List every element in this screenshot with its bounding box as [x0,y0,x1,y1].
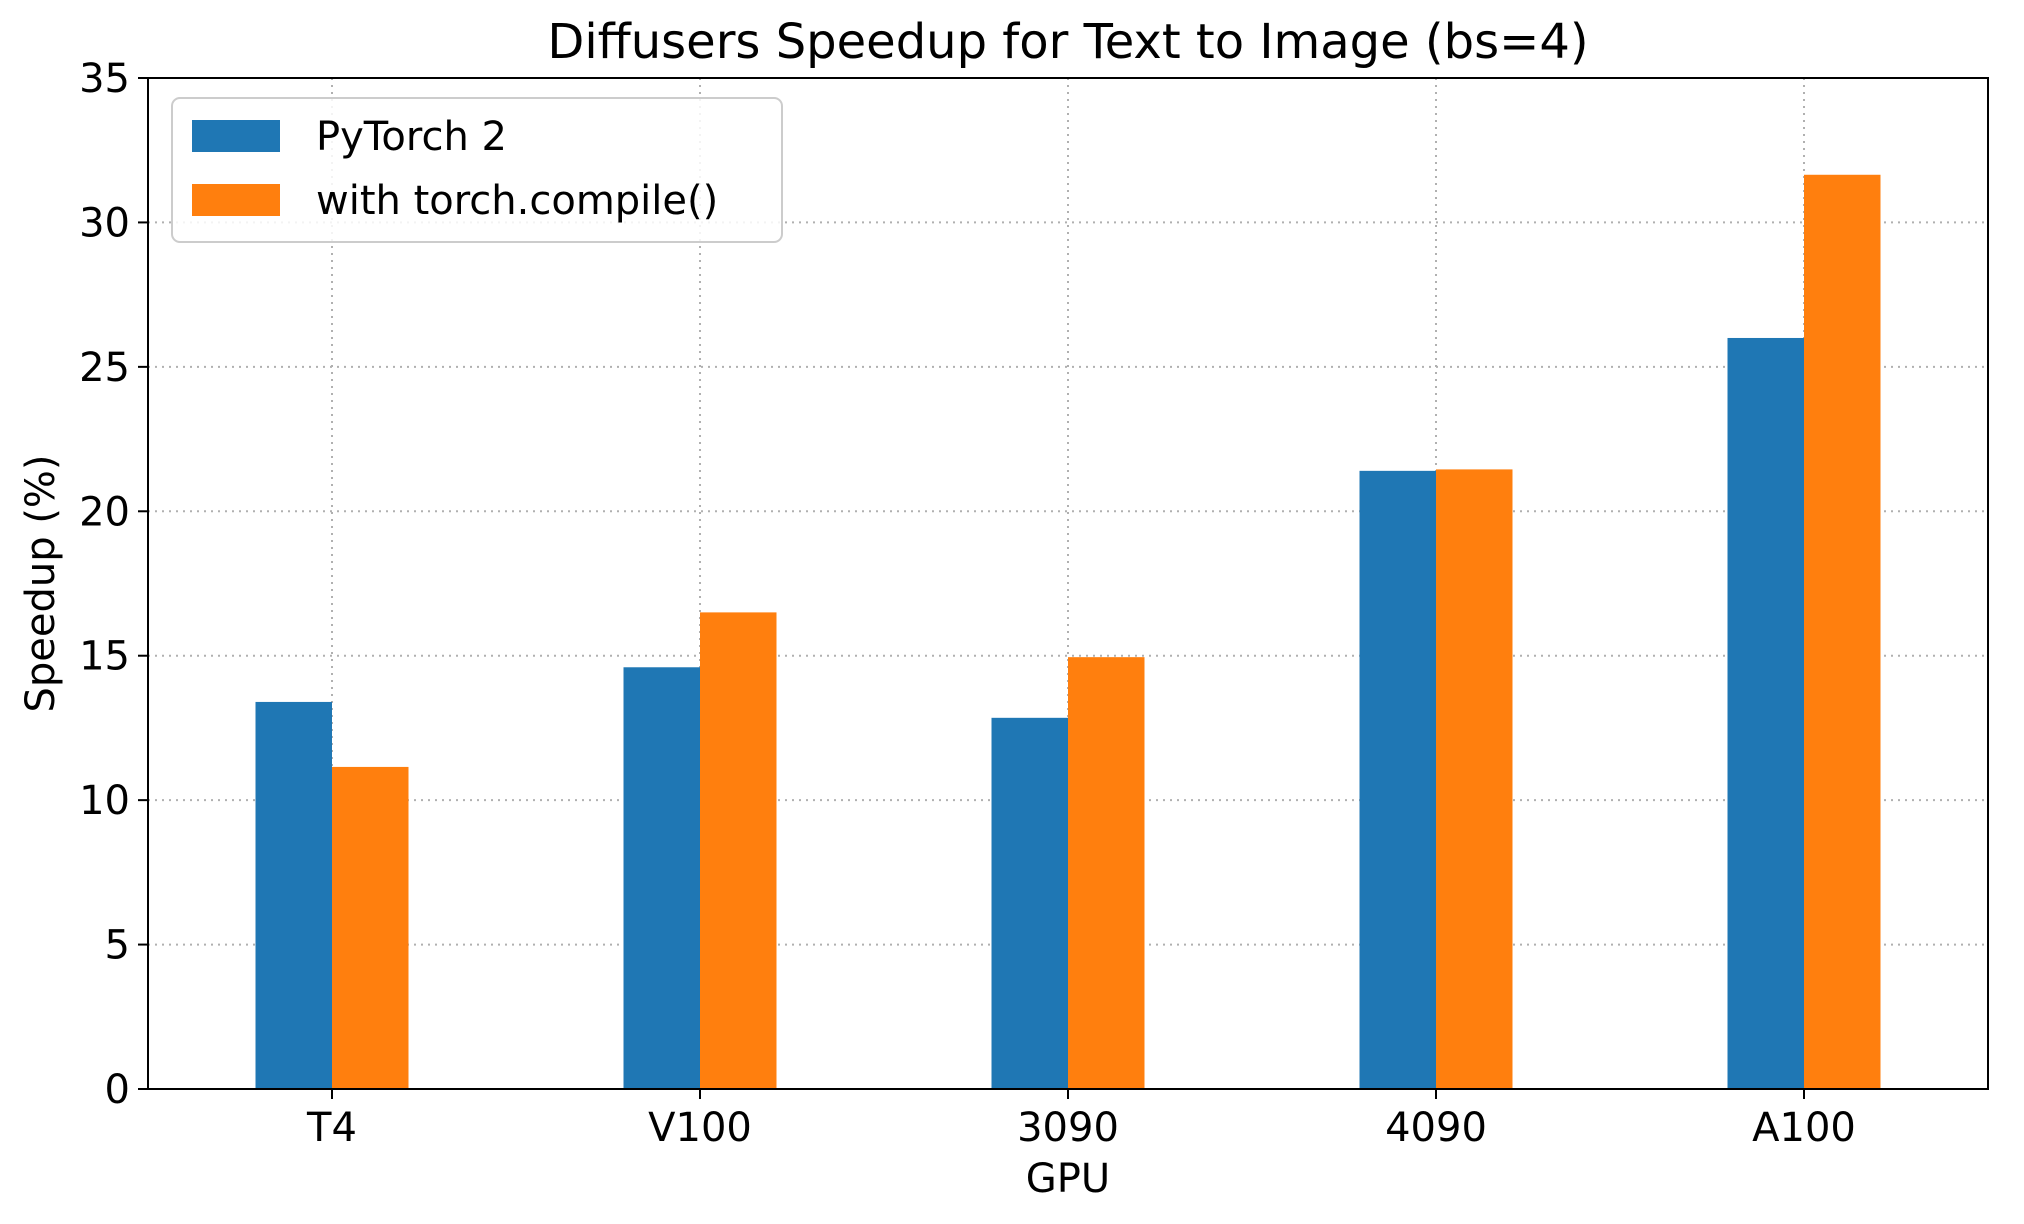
x-tick-label: 4090 [1385,1105,1487,1151]
y-tick-label: 5 [105,923,130,969]
y-tick-label: 10 [79,778,130,824]
bar-torch-compile-3090 [1068,657,1145,1089]
x-tick-label: T4 [306,1105,357,1151]
y-tick-label: 25 [79,345,130,391]
y-tick-label: 35 [79,56,130,102]
bars-layer [255,174,1881,1089]
y-tick-label: 15 [79,634,130,680]
legend-label: with torch.compile() [316,178,718,224]
legend-swatch [192,120,280,152]
ticks-layer: 0 5 10 15 20 25 30 35 T4 V100 3090 4090 A100 [79,56,1856,1151]
legend-swatch [192,184,280,216]
bar-pytorch2-t4 [255,701,332,1089]
x-tick-label: A100 [1752,1105,1856,1151]
x-tick-label: 3090 [1017,1105,1119,1151]
bar-torch-compile-a100 [1804,174,1881,1089]
chart-title: Diffusers Speedup for Text to Image (bs=… [547,14,1588,70]
y-tick-label: 30 [79,200,130,246]
y-tick-label: 20 [79,489,130,535]
x-tick-label: V100 [648,1105,752,1151]
bar-pytorch2-3090 [991,717,1068,1089]
bar-torch-compile-v100 [700,612,777,1089]
legend: PyTorch 2 with torch.compile() [171,97,783,243]
legend-box [171,97,783,243]
legend-label: PyTorch 2 [316,114,507,160]
x-axis-label: GPU [1026,1156,1110,1202]
bar-pytorch2-4090 [1359,470,1436,1089]
bar-torch-compile-t4 [332,766,409,1089]
bar-pytorch2-a100 [1727,337,1804,1089]
bar-pytorch2-v100 [623,667,700,1089]
y-axis-label: Speedup (%) [18,454,64,712]
y-tick-label: 0 [105,1067,130,1113]
bar-torch-compile-4090 [1436,469,1513,1089]
